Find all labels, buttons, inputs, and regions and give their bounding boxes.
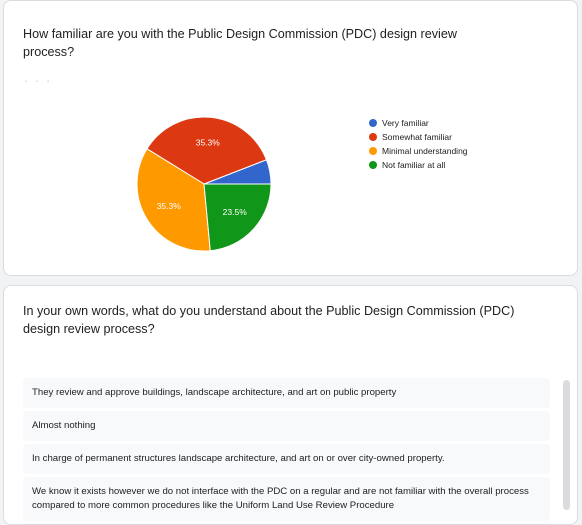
legend-item-very-familiar: Very familiar xyxy=(369,116,468,130)
legend-item-somewhat-familiar: Somewhat familiar xyxy=(369,130,468,144)
question-card-familiarity: How familiar are you with the Public Des… xyxy=(3,0,578,276)
legend-swatch xyxy=(369,147,377,155)
pie-data-label: 23.5% xyxy=(223,207,248,217)
response-list-scrollbar[interactable] xyxy=(563,380,570,510)
pie-slice-somewhat-familiar[interactable] xyxy=(146,116,268,185)
legend-label: Minimal understanding xyxy=(382,146,468,156)
question-title: In your own words, what do you understan… xyxy=(23,304,515,336)
legend-item-not-familiar: Not familiar at all xyxy=(369,158,468,172)
question-card-understanding: In your own words, what do you understan… xyxy=(3,285,578,525)
pie-data-label: 35.3% xyxy=(196,138,221,148)
response-item: They review and approve buildings, lands… xyxy=(23,378,550,408)
legend-label: Not familiar at all xyxy=(382,160,446,170)
chart-legend: Very familiar Somewhat familiar Minimal … xyxy=(369,116,468,172)
pie-slice-minimal-understanding[interactable] xyxy=(136,148,211,252)
response-count-placeholder: • • • xyxy=(25,79,54,85)
legend-swatch xyxy=(369,119,377,127)
question-title: How familiar are you with the Public Des… xyxy=(23,27,457,59)
pie-data-label: 35.3% xyxy=(157,201,182,211)
pie-chart: 35.3% 35.3% 23.5% xyxy=(136,116,272,252)
legend-item-minimal-understanding: Minimal understanding xyxy=(369,144,468,158)
legend-swatch xyxy=(369,133,377,141)
legend-label: Very familiar xyxy=(382,118,429,128)
response-item: We know it exists however we do not inte… xyxy=(23,477,550,521)
legend-label: Somewhat familiar xyxy=(382,132,452,142)
response-list: They review and approve buildings, lands… xyxy=(23,378,550,524)
response-item: In charge of permanent structures landsc… xyxy=(23,444,550,474)
pie-slice-not-familiar-at-all[interactable] xyxy=(203,183,272,252)
legend-swatch xyxy=(369,161,377,169)
response-item: Almost nothing xyxy=(23,411,550,441)
